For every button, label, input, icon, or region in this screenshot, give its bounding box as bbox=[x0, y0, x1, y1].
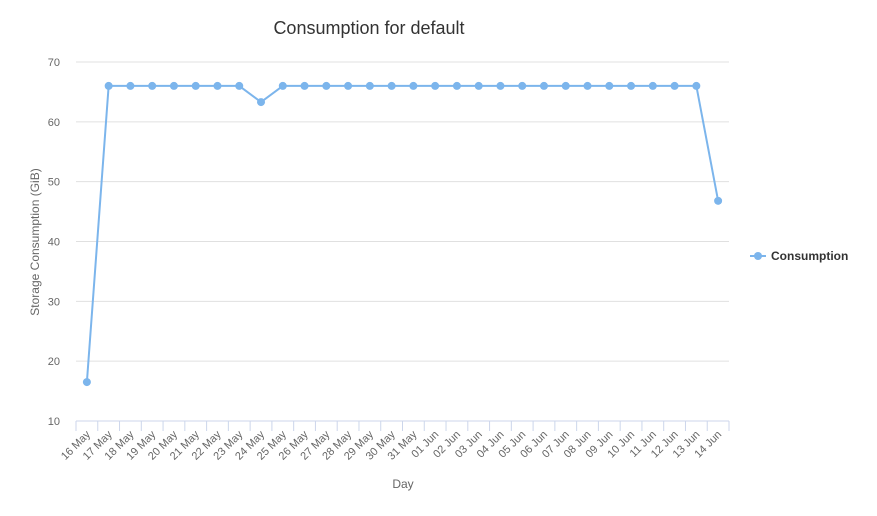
data-point[interactable] bbox=[278, 81, 287, 90]
data-point[interactable] bbox=[191, 81, 200, 90]
data-point[interactable] bbox=[583, 81, 592, 90]
data-point[interactable] bbox=[714, 196, 723, 205]
legend-item-consumption[interactable]: Consumption bbox=[771, 249, 848, 263]
data-point[interactable] bbox=[300, 81, 309, 90]
data-point[interactable] bbox=[213, 81, 222, 90]
data-point[interactable] bbox=[496, 81, 505, 90]
x-axis-title: Day bbox=[392, 477, 413, 491]
y-tick-label: 70 bbox=[48, 57, 60, 69]
data-point[interactable] bbox=[605, 81, 614, 90]
data-point[interactable] bbox=[235, 81, 244, 90]
legend-marker-icon bbox=[754, 252, 762, 260]
y-tick-label: 50 bbox=[48, 177, 60, 189]
series-line-consumption bbox=[85, 84, 720, 383]
y-axis-title: Storage Consumption (GiB) bbox=[28, 168, 42, 315]
data-point[interactable] bbox=[692, 81, 701, 90]
data-point[interactable] bbox=[648, 81, 657, 90]
data-point[interactable] bbox=[257, 98, 266, 107]
data-point[interactable] bbox=[169, 81, 178, 90]
y-tick-label: 20 bbox=[48, 356, 60, 368]
legend[interactable]: Consumption bbox=[750, 249, 848, 263]
y-axis-ticks: 10 20 30 40 50 60 70 bbox=[48, 57, 60, 428]
chart-title: Consumption for default bbox=[273, 18, 464, 38]
data-point[interactable] bbox=[518, 81, 527, 90]
data-point[interactable] bbox=[322, 81, 331, 90]
data-point[interactable] bbox=[148, 81, 157, 90]
data-point[interactable] bbox=[409, 81, 418, 90]
y-tick-label: 10 bbox=[48, 416, 60, 428]
data-point[interactable] bbox=[561, 81, 570, 90]
data-point[interactable] bbox=[387, 81, 396, 90]
grid-lines bbox=[76, 61, 729, 362]
data-point[interactable] bbox=[365, 81, 374, 90]
data-point[interactable] bbox=[126, 81, 135, 90]
data-point[interactable] bbox=[627, 81, 636, 90]
data-point[interactable] bbox=[474, 81, 483, 90]
data-point[interactable] bbox=[431, 81, 440, 90]
data-point[interactable] bbox=[104, 81, 113, 90]
data-point[interactable] bbox=[670, 81, 679, 90]
series-group bbox=[82, 81, 723, 387]
y-tick-label: 40 bbox=[48, 237, 60, 249]
data-point[interactable] bbox=[344, 81, 353, 90]
y-tick-label: 30 bbox=[48, 296, 60, 308]
data-point[interactable] bbox=[539, 81, 548, 90]
data-point[interactable] bbox=[82, 378, 91, 387]
y-tick-label: 60 bbox=[48, 117, 60, 129]
data-point[interactable] bbox=[452, 81, 461, 90]
